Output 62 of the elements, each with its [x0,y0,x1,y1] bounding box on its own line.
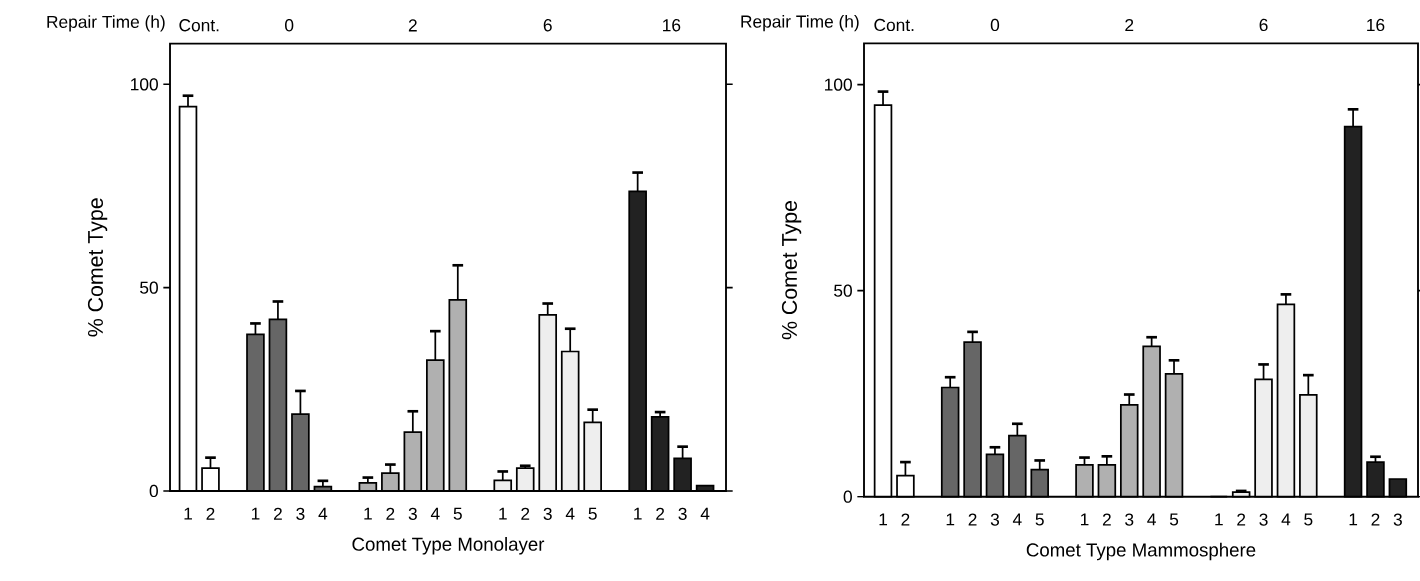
text: Repair Time (h) [47,15,165,32]
x-tick-label: 1 [946,513,955,526]
x-tick-label: 3 [1125,513,1134,526]
text: 0 [990,18,1000,32]
x-tick-label: 2 [521,507,530,520]
y-tick-label: 50 [834,284,852,297]
text: Cont. [874,18,914,32]
y-tick-label: 50 [140,281,158,294]
y-tick-label: 100 [131,78,158,91]
y-tick-label: 0 [149,484,158,498]
x-tick-label: 4 [700,507,710,520]
x-tick-label: 3 [990,513,1000,526]
x-tick-label: 3 [296,507,305,520]
y-tick-label: 0 [843,490,852,503]
text: 16 [1367,18,1385,32]
x-tick-label: 5 [588,507,597,520]
x-tick-label: 1 [1215,513,1223,526]
x-tick-label: 1 [634,507,642,520]
y-axis-title: % Comet Type [87,198,108,337]
y-axis-title: % Comet Type [781,201,802,340]
x-tick-label: 4 [1012,513,1022,526]
text: Cont. [179,19,219,32]
text: 6 [1259,18,1268,32]
x-tick-label: 4 [1147,513,1156,526]
x-tick-label: 2 [1371,513,1380,526]
x-tick-label: 3 [1259,513,1268,526]
x-tick-label: 1 [364,507,372,520]
x-tick-label: 3 [543,507,552,520]
text: 2 [1125,19,1134,32]
x-tick-label: 5 [1035,513,1044,526]
x-tick-label: 2 [273,507,282,520]
x-tick-label: 1 [879,513,888,526]
x-tick-label: 4 [318,507,328,520]
y-tick-label: 100 [825,78,852,91]
x-axis-title: Comet Type Monolayer [352,537,545,555]
text: 2 [408,19,417,32]
x-tick-label: 4 [565,507,575,520]
x-tick-label: 5 [1169,513,1179,526]
x-tick-label: 4 [430,507,440,520]
x-tick-label: 1 [251,507,260,520]
x-tick-label: 2 [901,513,910,526]
x-tick-label: 2 [1102,513,1111,526]
x-tick-label: 1 [1349,513,1358,526]
x-tick-label: 1 [184,507,192,520]
x-tick-label: 2 [386,507,395,520]
text: 16 [663,19,681,32]
x-tick-label: 3 [678,507,687,520]
x-axis-title: Comet Type Mammosphere [1026,542,1256,561]
x-tick-label: 3 [1393,513,1402,526]
text: 6 [543,19,552,32]
x-tick-label: 4 [1281,513,1291,526]
x-tick-label: 2 [206,507,215,520]
x-tick-label: 5 [453,507,462,520]
x-tick-label: 1 [499,507,507,520]
x-tick-label: 5 [1304,513,1313,526]
x-tick-label: 2 [656,507,665,520]
text: 0 [285,19,294,32]
x-tick-label: 3 [408,507,417,520]
text: Repair Time (h) [741,14,859,32]
x-tick-label: 2 [1237,513,1246,526]
x-tick-label: 1 [1080,513,1089,526]
x-tick-label: 2 [968,513,977,526]
